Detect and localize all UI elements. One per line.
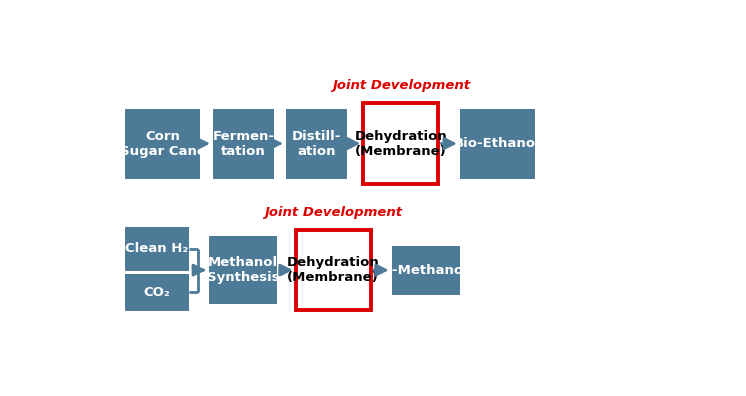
Text: e-Methanol: e-Methanol [383, 264, 468, 277]
FancyBboxPatch shape [125, 109, 200, 179]
Text: Clean H₂: Clean H₂ [125, 242, 189, 255]
FancyBboxPatch shape [125, 227, 189, 271]
FancyBboxPatch shape [209, 236, 277, 305]
Text: Dehydration
(Membrane): Dehydration (Membrane) [354, 129, 447, 158]
Text: CO₂: CO₂ [143, 286, 170, 299]
Text: Joint Development: Joint Development [264, 206, 402, 219]
FancyBboxPatch shape [125, 274, 189, 311]
Text: Distill-
ation: Distill- ation [292, 129, 341, 158]
Text: Corn
Sugar Cane: Corn Sugar Cane [119, 129, 206, 158]
FancyBboxPatch shape [392, 246, 460, 295]
FancyBboxPatch shape [363, 103, 439, 184]
Text: Joint Development: Joint Development [332, 78, 470, 91]
FancyBboxPatch shape [286, 109, 347, 179]
Text: Fermen-
tation: Fermen- tation [213, 129, 275, 158]
FancyBboxPatch shape [295, 230, 371, 310]
Text: Methanol
Synthesis: Methanol Synthesis [207, 256, 279, 284]
FancyBboxPatch shape [460, 109, 535, 179]
FancyBboxPatch shape [213, 109, 275, 179]
Text: Bio-Ethanol: Bio-Ethanol [454, 137, 541, 150]
Text: Dehydration
(Membrane): Dehydration (Membrane) [286, 256, 380, 284]
